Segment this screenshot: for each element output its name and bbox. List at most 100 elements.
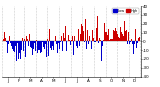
Bar: [139, 38, 140, 41]
Bar: [125, 31, 126, 41]
Bar: [95, 40, 96, 41]
Bar: [49, 29, 50, 41]
Bar: [22, 38, 23, 41]
Bar: [34, 41, 35, 43]
Bar: [106, 32, 107, 41]
Bar: [25, 41, 26, 57]
Bar: [35, 41, 36, 51]
Bar: [18, 41, 19, 59]
Bar: [102, 41, 103, 46]
Bar: [109, 19, 110, 41]
Bar: [47, 39, 48, 41]
Bar: [23, 41, 24, 51]
Bar: [11, 41, 12, 46]
Bar: [65, 40, 66, 41]
Bar: [121, 32, 122, 41]
Bar: [21, 41, 22, 53]
Bar: [130, 41, 131, 42]
Bar: [16, 41, 17, 61]
Bar: [82, 26, 83, 41]
Bar: [9, 36, 10, 41]
Legend: Low, Hgh: Low, Hgh: [112, 8, 139, 14]
Bar: [113, 30, 114, 41]
Bar: [87, 30, 88, 41]
Bar: [132, 41, 133, 44]
Bar: [40, 41, 41, 53]
Bar: [81, 24, 82, 41]
Bar: [45, 41, 46, 44]
Bar: [110, 39, 111, 41]
Bar: [86, 41, 87, 49]
Bar: [48, 41, 49, 56]
Bar: [55, 36, 56, 41]
Bar: [20, 41, 21, 59]
Bar: [43, 41, 44, 48]
Bar: [129, 41, 130, 44]
Bar: [31, 41, 32, 48]
Bar: [115, 28, 116, 41]
Bar: [108, 29, 109, 41]
Bar: [10, 41, 11, 43]
Bar: [69, 40, 70, 41]
Bar: [98, 41, 99, 43]
Bar: [26, 36, 27, 41]
Bar: [85, 19, 86, 41]
Bar: [137, 41, 138, 44]
Bar: [138, 38, 139, 41]
Bar: [127, 41, 128, 44]
Bar: [77, 41, 78, 48]
Bar: [72, 35, 73, 41]
Bar: [73, 41, 74, 55]
Bar: [32, 41, 33, 47]
Bar: [42, 41, 43, 42]
Bar: [97, 16, 98, 41]
Bar: [99, 38, 100, 41]
Bar: [44, 41, 45, 49]
Bar: [13, 41, 14, 51]
Bar: [131, 39, 132, 41]
Bar: [28, 41, 29, 46]
Bar: [114, 31, 115, 41]
Bar: [6, 41, 7, 42]
Bar: [33, 41, 34, 49]
Bar: [96, 28, 97, 41]
Bar: [123, 36, 124, 41]
Bar: [19, 41, 20, 53]
Bar: [61, 36, 62, 41]
Bar: [88, 41, 89, 44]
Bar: [134, 41, 135, 44]
Bar: [30, 41, 31, 47]
Bar: [46, 41, 47, 57]
Bar: [105, 32, 106, 41]
Bar: [7, 41, 8, 61]
Bar: [71, 40, 72, 41]
Bar: [62, 41, 63, 51]
Bar: [100, 40, 101, 41]
Bar: [91, 41, 92, 49]
Bar: [107, 35, 108, 41]
Bar: [83, 31, 84, 41]
Bar: [39, 41, 40, 50]
Bar: [79, 41, 80, 46]
Bar: [80, 34, 81, 41]
Bar: [135, 29, 136, 41]
Bar: [122, 34, 123, 41]
Bar: [52, 41, 53, 46]
Bar: [111, 39, 112, 41]
Bar: [64, 38, 65, 41]
Bar: [8, 41, 9, 44]
Bar: [136, 41, 137, 48]
Bar: [27, 39, 28, 41]
Bar: [4, 32, 5, 41]
Bar: [101, 41, 102, 61]
Bar: [5, 38, 6, 41]
Bar: [66, 41, 67, 52]
Bar: [68, 40, 69, 41]
Bar: [74, 36, 75, 41]
Bar: [12, 41, 13, 49]
Bar: [63, 33, 64, 41]
Bar: [128, 32, 129, 41]
Bar: [36, 40, 37, 41]
Bar: [60, 41, 61, 42]
Bar: [37, 41, 38, 53]
